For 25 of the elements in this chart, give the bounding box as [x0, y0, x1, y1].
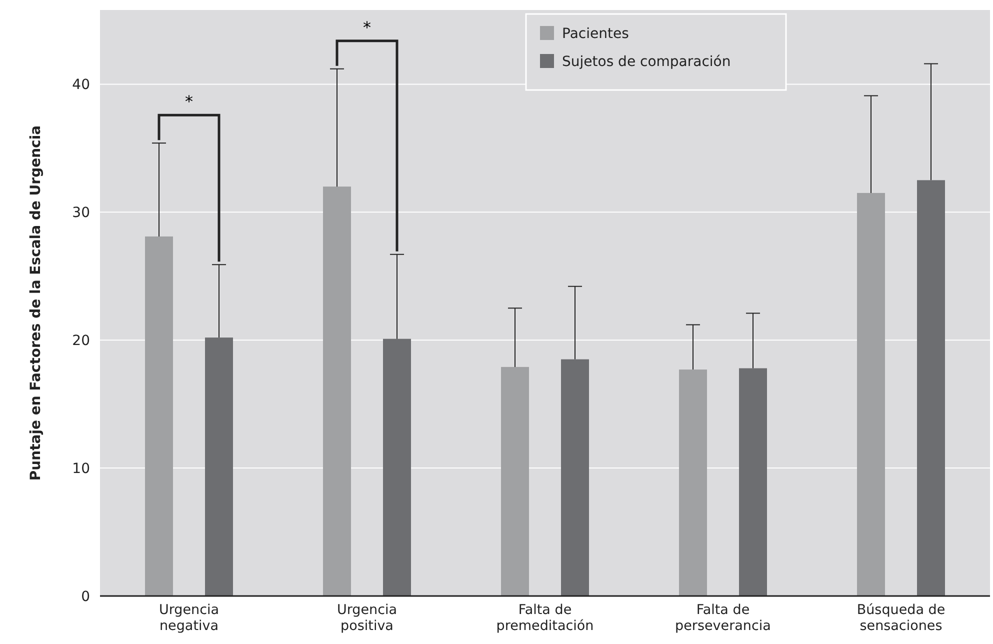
y-tick-label: 0: [81, 588, 90, 605]
bar: [145, 236, 173, 596]
y-tick-label: 10: [72, 460, 90, 477]
legend-label: Pacientes: [562, 26, 629, 42]
annotation: *: [363, 18, 371, 37]
bar: [679, 370, 707, 596]
bar: [917, 180, 945, 596]
bar: [501, 366, 529, 596]
bar: [323, 186, 351, 596]
bar: [383, 338, 411, 596]
bar: [857, 192, 885, 596]
x-tick-label: Urgencia positiva: [336, 602, 398, 634]
x-tick-label: Falta de perseverancia: [675, 602, 771, 634]
legend-label: Sujetos de comparación: [562, 54, 731, 70]
x-tick-label: Falta de premeditación: [496, 602, 594, 634]
y-axis-title: Puntaje en Factores de la Escala de Urgencia: [28, 125, 44, 481]
x-tick-label: Urgencia negativa: [158, 602, 220, 634]
bar: [739, 368, 767, 596]
annotation: *: [185, 92, 193, 112]
bar: [205, 338, 233, 596]
y-tick-label: 40: [72, 77, 90, 94]
x-tick-label: Búsqueda de sensaciones: [856, 602, 946, 634]
y-tick-label: 30: [72, 205, 90, 222]
bar: [561, 359, 589, 596]
y-tick-label: 20: [72, 333, 90, 350]
